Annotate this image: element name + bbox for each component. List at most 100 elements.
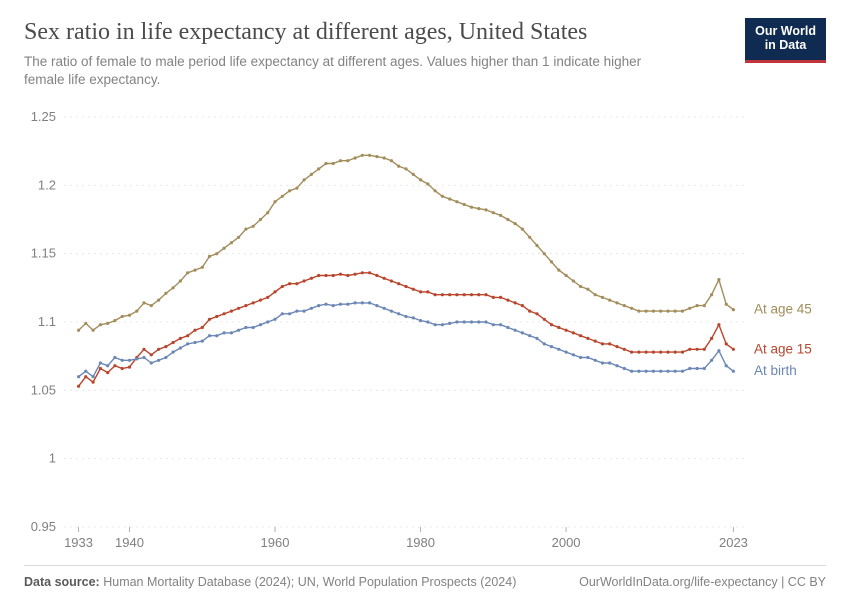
series-marker [310, 307, 313, 310]
series-marker [237, 236, 240, 239]
series-marker [637, 310, 640, 313]
series-marker [368, 154, 371, 157]
series-marker [412, 288, 415, 291]
series-marker [361, 302, 364, 305]
series-marker [434, 323, 437, 326]
x-tick-label: 1940 [115, 535, 144, 550]
series-marker [696, 367, 699, 370]
series-marker [492, 296, 495, 299]
series-marker [514, 302, 517, 305]
series-marker [317, 274, 320, 277]
series-marker [259, 218, 262, 221]
series-marker [586, 288, 589, 291]
series-marker [193, 329, 196, 332]
chart-subtitle: The ratio of female to male period life … [24, 53, 664, 89]
series-marker [732, 308, 735, 311]
series-marker [186, 343, 189, 346]
series-marker [535, 244, 538, 247]
x-tick-label: 1980 [406, 535, 435, 550]
series-marker [346, 274, 349, 277]
series-end-label: At birth [754, 363, 797, 378]
series-marker [506, 326, 509, 329]
source-text: Human Mortality Database (2024); UN, Wor… [103, 575, 516, 589]
series-end-label: At age 45 [754, 302, 812, 317]
series-marker [543, 252, 546, 255]
series-marker [514, 329, 517, 332]
series-marker [455, 200, 458, 203]
series-marker [237, 329, 240, 332]
series-marker [121, 359, 124, 362]
series-marker [412, 317, 415, 320]
series-marker [288, 282, 291, 285]
series-marker [601, 343, 604, 346]
series-end-label: At age 15 [754, 342, 812, 357]
series-marker [92, 375, 95, 378]
series-marker [121, 367, 124, 370]
source-label: Data source: [24, 575, 100, 589]
series-marker [615, 364, 618, 367]
series-marker [528, 334, 531, 337]
series-marker [281, 312, 284, 315]
series-marker [725, 303, 728, 306]
series-marker [113, 356, 116, 359]
chart-title: Sex ratio in life expectancy at differen… [24, 18, 664, 47]
series-marker [448, 293, 451, 296]
series-marker [492, 211, 495, 214]
series-marker [645, 310, 648, 313]
series-marker [484, 321, 487, 324]
series-marker [339, 159, 342, 162]
series-marker [565, 329, 568, 332]
series-marker [77, 375, 80, 378]
series-marker [652, 310, 655, 313]
series-marker [193, 269, 196, 272]
series-marker [361, 271, 364, 274]
series-marker [565, 351, 568, 354]
series-marker [135, 310, 138, 313]
series-marker [397, 282, 400, 285]
series-marker [157, 359, 160, 362]
series-marker [303, 280, 306, 283]
series-marker [179, 337, 182, 340]
series-marker [710, 359, 713, 362]
series-marker [252, 302, 255, 305]
y-tick-label: 1.2 [38, 178, 56, 193]
series-marker [215, 252, 218, 255]
series-marker [470, 293, 473, 296]
series-marker [703, 304, 706, 307]
series-marker [594, 359, 597, 362]
series-marker [273, 291, 276, 294]
series-marker [441, 293, 444, 296]
series-marker [477, 321, 480, 324]
series-marker [354, 273, 357, 276]
logo-line-2: in Data [765, 38, 807, 52]
series-marker [434, 293, 437, 296]
series-marker [84, 375, 87, 378]
series-marker [383, 277, 386, 280]
series-marker [404, 315, 407, 318]
series-marker [521, 228, 524, 231]
series-marker [717, 278, 720, 281]
series-marker [310, 277, 313, 280]
series-marker [732, 348, 735, 351]
series-marker [710, 337, 713, 340]
series-marker [579, 356, 582, 359]
series-marker [390, 310, 393, 313]
x-tick-label: 1933 [64, 535, 93, 550]
series-marker [215, 315, 218, 318]
series-marker [565, 274, 568, 277]
series-marker [688, 348, 691, 351]
series-marker [92, 329, 95, 332]
series-marker [703, 367, 706, 370]
series-marker [586, 337, 589, 340]
series-marker [572, 332, 575, 335]
series-marker [397, 165, 400, 168]
series-marker [652, 351, 655, 354]
series-marker [688, 307, 691, 310]
series-marker [615, 345, 618, 348]
series-marker [186, 271, 189, 274]
series-marker [499, 323, 502, 326]
series-marker [696, 304, 699, 307]
series-marker [223, 332, 226, 335]
series-marker [477, 293, 480, 296]
series-marker [354, 157, 357, 160]
